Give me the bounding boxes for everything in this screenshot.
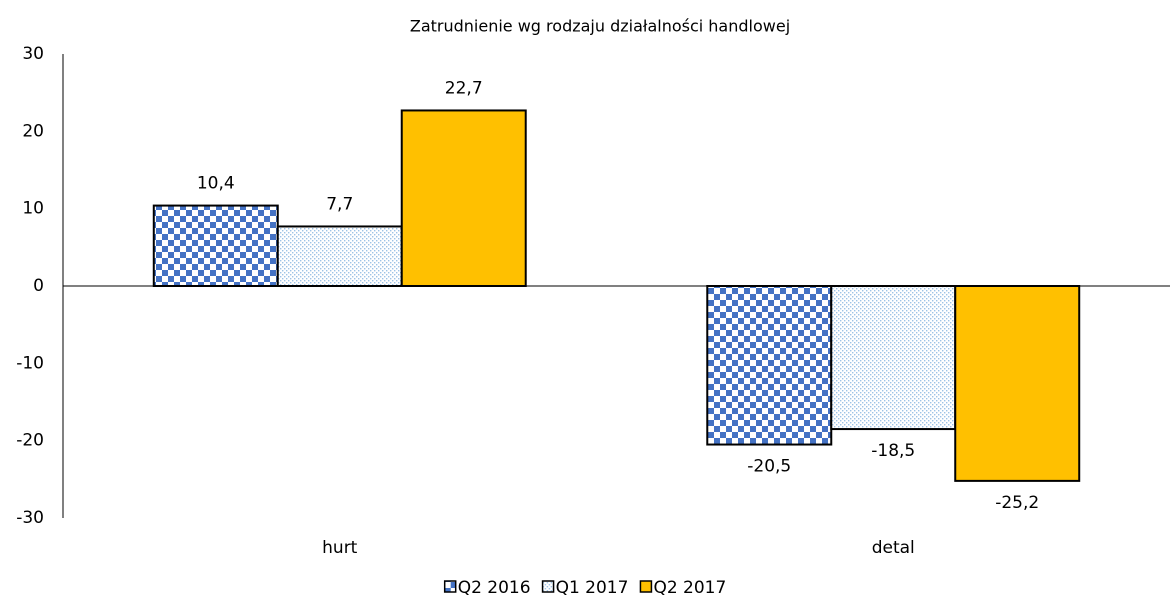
legend-swatch: [639, 580, 653, 593]
y-tick-label: -10: [16, 353, 44, 373]
legend-swatch: [541, 580, 555, 593]
legend-swatch: [443, 580, 457, 593]
data-label: -25,2: [995, 493, 1039, 513]
y-tick-label: 10: [22, 199, 44, 219]
data-label: -18,5: [871, 441, 915, 461]
data-label: 7,7: [326, 194, 353, 214]
data-label: 10,4: [197, 174, 235, 194]
legend-label: Q2 2016: [458, 578, 531, 598]
bar: [830, 285, 957, 431]
y-tick-label: 0: [33, 276, 44, 296]
data-label: 22,7: [445, 78, 483, 98]
chart-title: Zatrudnienie wg rodzaju działalności han…: [410, 17, 790, 36]
legend-label: Q1 2017: [556, 578, 629, 598]
y-tick-label: -20: [16, 431, 44, 451]
bar: [400, 109, 527, 287]
x-tick-label: hurt: [322, 538, 358, 558]
y-tick-label: 20: [22, 121, 44, 141]
y-tick-label: 30: [22, 44, 44, 64]
legend-label: Q2 2017: [653, 578, 726, 598]
bar: [152, 204, 279, 287]
legend: Q2 2016 Q1 2017 Q2 2017: [443, 578, 726, 598]
bar: [276, 225, 403, 288]
x-tick-label: detal: [872, 538, 915, 558]
data-label: -20,5: [747, 457, 791, 477]
bar: [706, 285, 833, 446]
y-tick-label: -30: [16, 508, 44, 528]
bar: [954, 285, 1081, 482]
